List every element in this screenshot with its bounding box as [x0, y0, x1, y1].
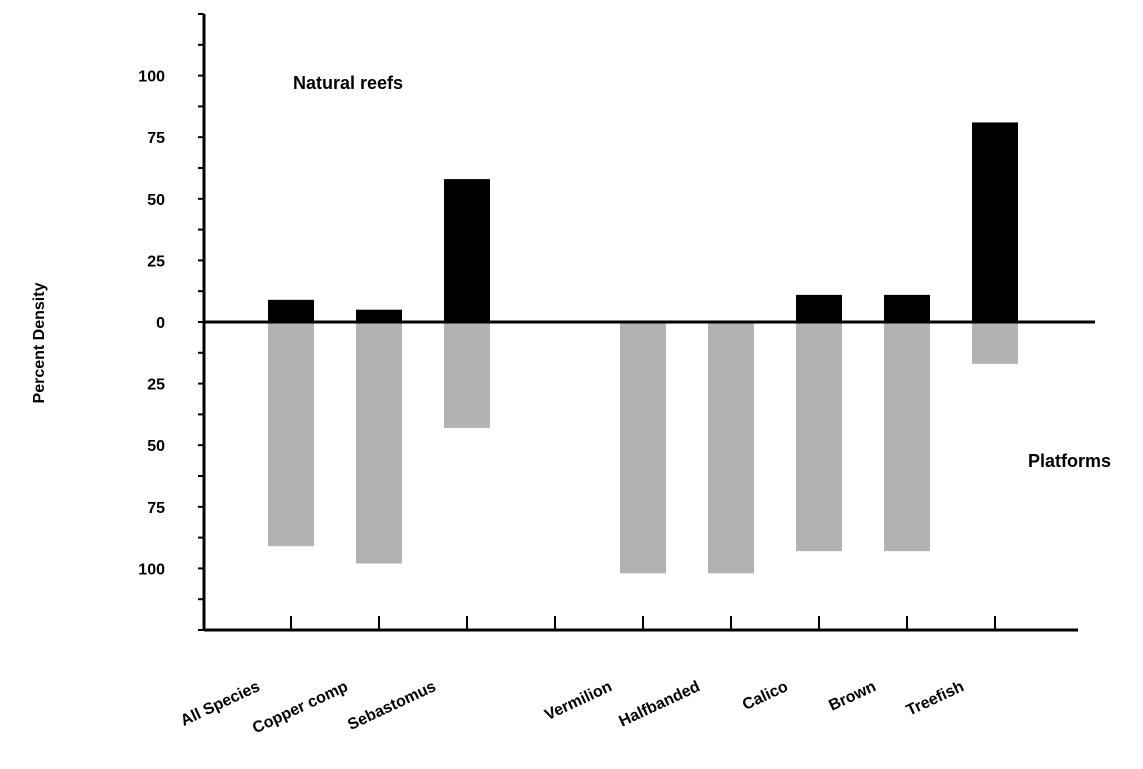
bar-platforms [444, 322, 490, 428]
y-tick-label: 50 [147, 192, 165, 209]
bars-group [268, 122, 1018, 574]
y-tick-label: 25 [147, 253, 165, 270]
y-tick-label: 0 [156, 315, 165, 332]
x-category-label: Halfbanded [617, 678, 703, 730]
y-tick-label: 100 [138, 69, 165, 86]
y-tick-label: 75 [147, 500, 165, 517]
bar-platforms [884, 322, 930, 552]
x-category-label: Calico [740, 678, 791, 714]
bar-natural-reefs [796, 294, 842, 322]
bar-platforms [356, 322, 402, 564]
y-tick-label: 75 [147, 130, 165, 147]
y-axis-label: Percent Density [31, 282, 48, 403]
annotation-natural-reefs: Natural reefs [293, 73, 403, 93]
y-tick-label: 100 [138, 561, 165, 578]
bar-natural-reefs [268, 299, 314, 322]
bar-platforms [708, 322, 754, 574]
bar-platforms [268, 322, 314, 547]
bar-platforms [796, 322, 842, 552]
x-category-label: Vermilion [542, 678, 614, 724]
y-ticks-group: 100 75 50 25 0 25 50 75 100 [138, 13, 204, 631]
x-category-label: Brown [826, 678, 878, 714]
bar-natural-reefs [356, 309, 402, 322]
annotation-platforms: Platforms [1028, 451, 1111, 471]
x-category-label: Treefish [904, 678, 967, 719]
x-category-label: Sebastomus [345, 678, 439, 734]
bar-natural-reefs [444, 179, 490, 322]
bar-platforms [620, 322, 666, 574]
x-category-label: Copper comp [250, 678, 351, 737]
bar-natural-reefs [884, 294, 930, 322]
y-tick-label: 50 [147, 438, 165, 455]
bar-platforms [972, 322, 1018, 364]
bar-natural-reefs [972, 122, 1018, 322]
y-tick-label: 25 [147, 377, 165, 394]
